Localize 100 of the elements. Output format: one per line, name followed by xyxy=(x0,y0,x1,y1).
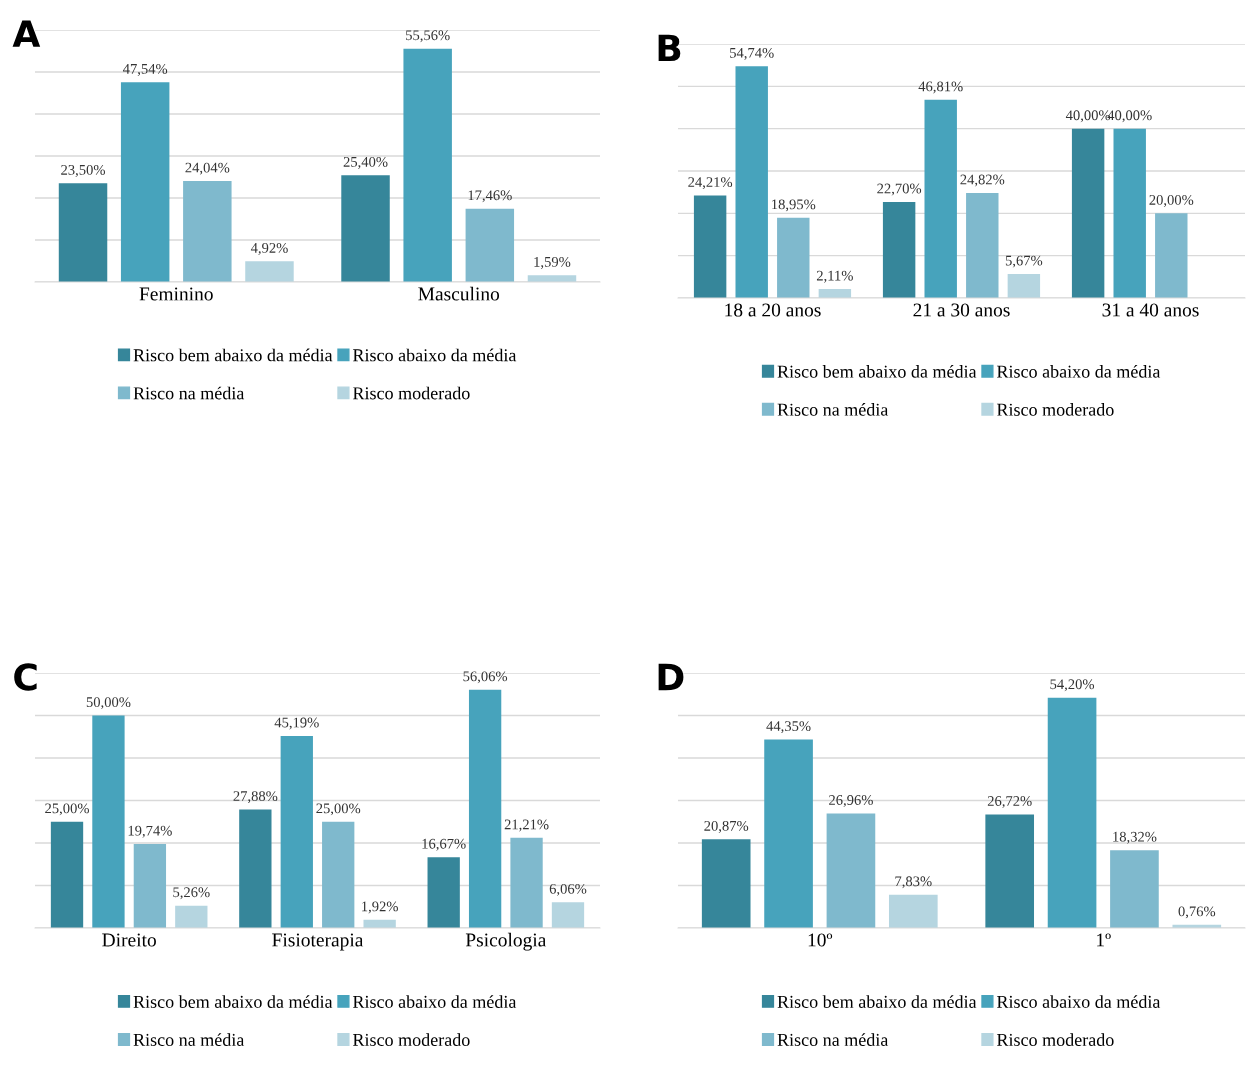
legend-label: Risco bem abaixo da média xyxy=(777,365,977,378)
data-label: 22,70% xyxy=(877,183,922,196)
bar xyxy=(245,261,294,282)
legend-label: Risco bem abaixo da média xyxy=(133,348,333,362)
x-tick-label: 21 a 30 anos xyxy=(913,303,1010,317)
legend-label: Risco na média xyxy=(133,386,245,400)
data-label: 20,87% xyxy=(704,820,749,833)
data-label: 44,35% xyxy=(766,721,811,734)
legend-label: Risco moderado xyxy=(352,386,470,400)
data-label: 54,20% xyxy=(1050,679,1095,692)
bar xyxy=(985,814,1035,928)
bar xyxy=(175,905,208,928)
bar xyxy=(735,66,768,298)
legend-label: Risco moderado xyxy=(352,1033,470,1046)
bar xyxy=(322,821,355,928)
chart-title: A xyxy=(12,20,41,47)
legend-label: Risco moderado xyxy=(996,403,1114,416)
data-label: 16,67% xyxy=(422,838,466,851)
x-tick-label: Direito xyxy=(102,933,156,947)
legend-label: Risco abaixo da média xyxy=(352,348,517,362)
bar xyxy=(826,813,876,928)
data-label: 47,54% xyxy=(122,63,168,76)
bar xyxy=(551,902,585,928)
bar xyxy=(764,739,813,928)
data-label: 18,32% xyxy=(1113,831,1157,844)
x-tick-label: 18 a 20 anos xyxy=(725,303,821,317)
bar xyxy=(701,839,751,928)
chart-title: B xyxy=(658,34,681,62)
x-tick-label: Feminino xyxy=(139,287,213,301)
data-label: 25,00% xyxy=(316,803,361,816)
data-label: 6,06% xyxy=(549,883,587,896)
chart-title: C xyxy=(14,663,37,691)
x-tick-label: 31 a 40 anos xyxy=(1102,303,1199,317)
data-label: 5,67% xyxy=(1005,255,1043,268)
bar xyxy=(92,715,125,928)
bar xyxy=(1113,128,1146,298)
data-label: 0,76% xyxy=(1178,906,1216,919)
bar xyxy=(1047,697,1097,928)
legend-label: Risco bem abaixo da média xyxy=(133,995,333,1008)
data-label: 2,11% xyxy=(816,270,853,283)
bar xyxy=(1071,128,1105,298)
bar xyxy=(120,82,170,282)
bar xyxy=(133,844,167,928)
legend-label: Risco bem abaixo da média xyxy=(777,995,977,1008)
bar xyxy=(465,208,515,282)
data-label: 46,81% xyxy=(918,81,963,94)
data-label: 19,74% xyxy=(128,825,172,838)
data-label: 25,40% xyxy=(343,156,388,169)
x-tick-label: 10º xyxy=(808,933,833,947)
legend-label: Risco na média xyxy=(777,403,889,416)
bar xyxy=(50,821,84,928)
data-label: 7,83% xyxy=(895,876,932,889)
data-label: 25,00% xyxy=(45,803,89,816)
data-label: 26,96% xyxy=(829,795,873,807)
bar xyxy=(1007,274,1041,298)
data-label: 54,74% xyxy=(730,47,774,60)
data-label: 17,46% xyxy=(468,190,512,203)
data-label: 20,00% xyxy=(1149,194,1194,207)
bar xyxy=(888,894,938,928)
data-label: 45,19% xyxy=(274,717,319,730)
legend-label: Risco na média xyxy=(777,1033,889,1046)
chart-title: D xyxy=(658,663,684,691)
bar xyxy=(341,175,390,282)
bar xyxy=(239,809,272,928)
x-tick-label: 1º xyxy=(1097,933,1111,947)
bar xyxy=(924,99,957,298)
bar xyxy=(693,195,727,298)
bar xyxy=(183,181,232,282)
bar xyxy=(280,735,313,928)
legend-label: Risco abaixo da média xyxy=(996,365,1161,378)
bar xyxy=(403,48,452,282)
x-tick-label: Psicologia xyxy=(465,932,547,951)
legend-label: Risco abaixo da média xyxy=(352,995,517,1008)
data-label: 4,92% xyxy=(250,242,288,255)
bar xyxy=(882,201,916,298)
data-label: 5,26% xyxy=(173,887,210,900)
data-label: 1,92% xyxy=(362,901,398,914)
data-label: 24,82% xyxy=(960,174,1005,187)
legend-label: Risco na média xyxy=(133,1033,245,1046)
bar xyxy=(58,183,108,282)
legend-label: Risco abaixo da média xyxy=(996,995,1161,1008)
bar xyxy=(966,192,999,298)
data-label: 27,88% xyxy=(233,791,278,804)
data-label: 23,50% xyxy=(61,164,106,177)
bar xyxy=(1155,213,1188,298)
data-label: 24,21% xyxy=(688,177,733,190)
data-label: 56,06% xyxy=(463,671,508,684)
data-label: 55,56% xyxy=(406,30,450,43)
data-label: 21,21% xyxy=(504,819,549,832)
bar xyxy=(510,837,543,928)
legend-label: Risco moderado xyxy=(996,1033,1114,1046)
data-label: 50,00% xyxy=(86,697,131,710)
data-label: 1,59% xyxy=(534,256,571,269)
bar xyxy=(468,689,502,928)
data-label: 26,72% xyxy=(987,796,1032,809)
x-tick-label: Fisioterapia xyxy=(272,933,364,951)
data-label: 18,95% xyxy=(772,199,816,212)
x-tick-label: Masculino xyxy=(418,286,500,301)
data-label: 24,04% xyxy=(185,162,230,175)
bar xyxy=(427,857,460,928)
